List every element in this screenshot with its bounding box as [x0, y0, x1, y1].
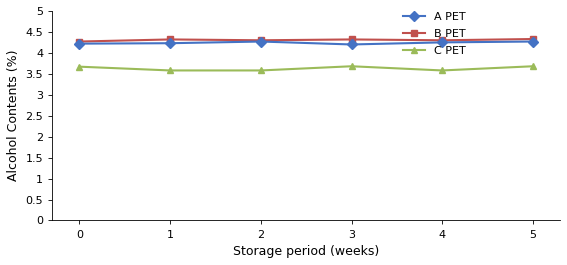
C PET	[348, 65, 355, 68]
B PET	[76, 40, 83, 43]
A PET	[167, 42, 174, 45]
A PET	[530, 40, 536, 43]
C PET	[167, 69, 174, 72]
C PET	[530, 65, 536, 68]
A PET	[439, 41, 446, 44]
Y-axis label: Alcohol Contents (%): Alcohol Contents (%)	[7, 50, 20, 182]
B PET	[348, 38, 355, 41]
C PET	[76, 65, 83, 68]
Line: C PET: C PET	[76, 63, 536, 74]
B PET	[439, 39, 446, 42]
B PET	[167, 38, 174, 41]
X-axis label: Storage period (weeks): Storage period (weeks)	[233, 245, 379, 258]
A PET	[257, 40, 264, 43]
C PET	[257, 69, 264, 72]
Line: B PET: B PET	[76, 36, 536, 45]
Legend: A PET, B PET, C PET: A PET, B PET, C PET	[403, 12, 466, 56]
A PET	[76, 42, 83, 45]
A PET	[348, 43, 355, 46]
B PET	[257, 39, 264, 42]
C PET	[439, 69, 446, 72]
Line: A PET: A PET	[76, 38, 536, 48]
B PET	[530, 37, 536, 41]
